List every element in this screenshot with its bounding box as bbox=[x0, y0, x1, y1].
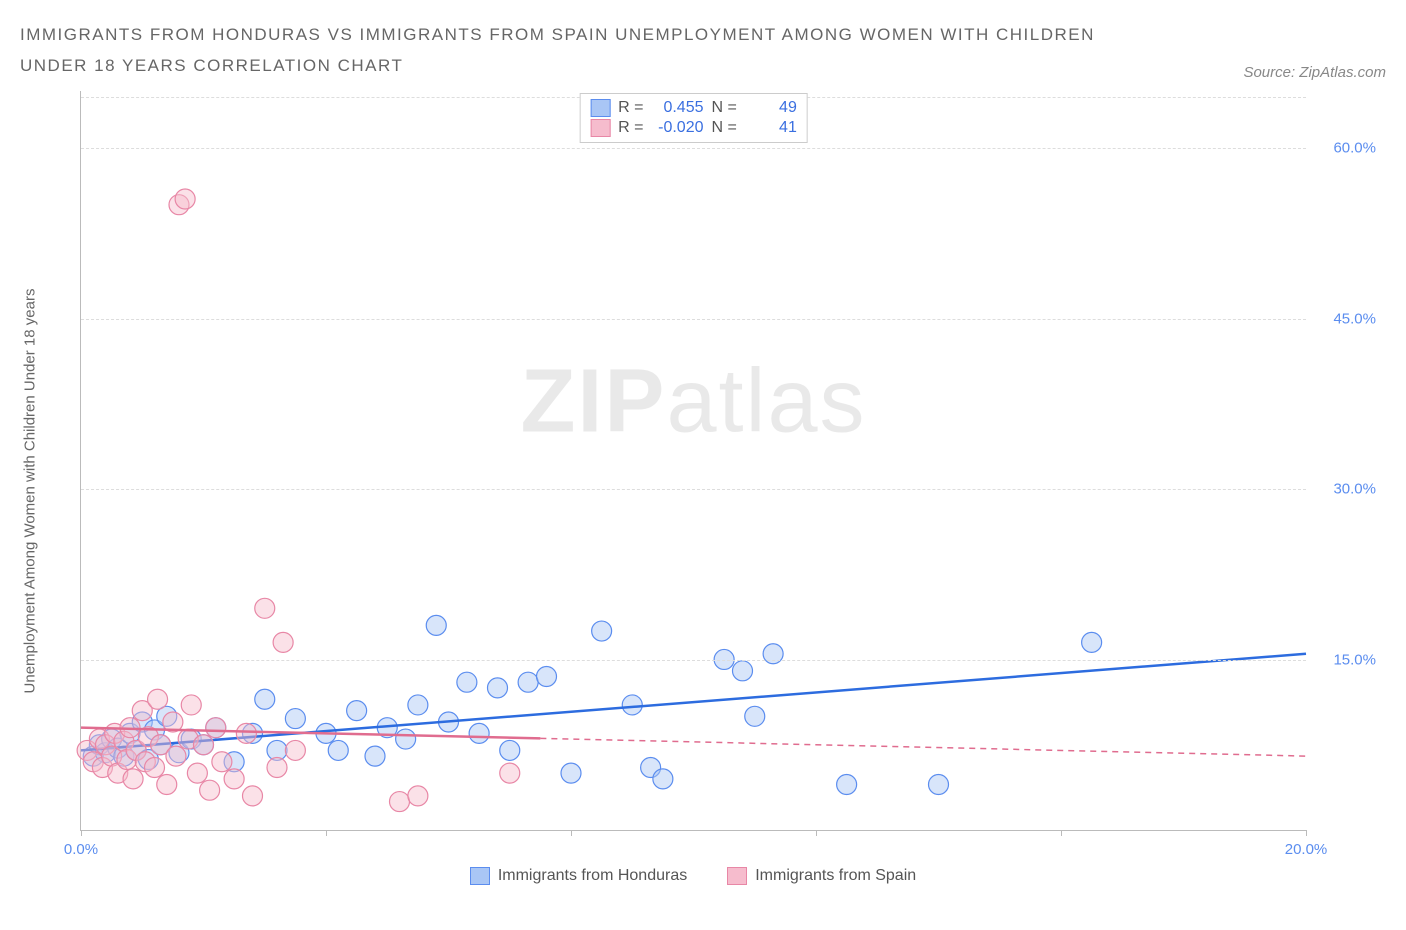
legend-N-label: N = bbox=[712, 99, 737, 117]
data-point bbox=[837, 775, 857, 795]
data-point bbox=[500, 741, 520, 761]
data-point bbox=[408, 695, 428, 715]
data-point bbox=[1082, 633, 1102, 653]
legend-R-value-spain: -0.020 bbox=[652, 119, 704, 137]
data-point bbox=[166, 746, 186, 766]
data-point bbox=[145, 758, 165, 778]
data-point bbox=[518, 672, 538, 692]
x-tick bbox=[816, 830, 817, 836]
data-point bbox=[273, 633, 293, 653]
data-point bbox=[181, 695, 201, 715]
data-point bbox=[426, 616, 446, 636]
y-tick-label: 30.0% bbox=[1316, 481, 1376, 498]
gridline bbox=[81, 660, 1306, 661]
legend-R-label: R = bbox=[618, 119, 643, 137]
legend-label-honduras: Immigrants from Honduras bbox=[498, 867, 687, 885]
y-tick-label: 45.0% bbox=[1316, 310, 1376, 327]
data-point bbox=[390, 792, 410, 812]
legend-stats-row-spain: R = -0.020 N = 41 bbox=[590, 118, 797, 138]
data-point bbox=[408, 786, 428, 806]
data-point bbox=[187, 763, 207, 783]
data-point bbox=[469, 724, 489, 744]
trend-line-extrapolated bbox=[540, 739, 1306, 757]
gridline bbox=[81, 148, 1306, 149]
data-point bbox=[148, 689, 168, 709]
title-row: IMMIGRANTS FROM HONDURAS VS IMMIGRANTS F… bbox=[20, 20, 1386, 81]
data-point bbox=[212, 752, 232, 772]
legend-swatch-spain bbox=[590, 119, 610, 137]
data-point bbox=[653, 769, 673, 789]
legend-swatch-honduras bbox=[470, 867, 490, 885]
y-tick-label: 15.0% bbox=[1316, 651, 1376, 668]
legend-N-value-spain: 41 bbox=[745, 119, 797, 137]
data-point bbox=[194, 735, 214, 755]
correlation-chart: IMMIGRANTS FROM HONDURAS VS IMMIGRANTS F… bbox=[20, 20, 1386, 910]
legend-R-value-honduras: 0.455 bbox=[652, 99, 704, 117]
legend-N-label: N = bbox=[712, 119, 737, 137]
data-point bbox=[500, 763, 520, 783]
x-tick bbox=[326, 830, 327, 836]
data-point bbox=[457, 672, 477, 692]
data-point bbox=[488, 678, 508, 698]
legend-stats-box: R = 0.455 N = 49 R = -0.020 N = 41 bbox=[579, 93, 808, 143]
data-point bbox=[365, 746, 385, 766]
source-attribution: Source: ZipAtlas.com bbox=[1243, 64, 1386, 81]
data-point bbox=[267, 758, 287, 778]
x-tick-label: 20.0% bbox=[1285, 841, 1328, 858]
data-point bbox=[285, 741, 305, 761]
legend-N-value-honduras: 49 bbox=[745, 99, 797, 117]
data-point bbox=[733, 661, 753, 681]
y-tick-label: 60.0% bbox=[1316, 140, 1376, 157]
data-point bbox=[396, 729, 416, 749]
scatter-svg bbox=[81, 91, 1306, 830]
data-point bbox=[929, 775, 949, 795]
data-point bbox=[255, 689, 275, 709]
legend-item-honduras: Immigrants from Honduras bbox=[470, 867, 687, 885]
plot-area: ZIPatlas R = 0.455 N = 49 R = -0.020 N =… bbox=[80, 91, 1306, 831]
gridline bbox=[81, 319, 1306, 320]
chart-title: IMMIGRANTS FROM HONDURAS VS IMMIGRANTS F… bbox=[20, 20, 1120, 81]
plot-wrap: Unemployment Among Women with Children U… bbox=[20, 91, 1386, 891]
data-point bbox=[224, 769, 244, 789]
data-point bbox=[537, 667, 557, 687]
data-point bbox=[763, 644, 783, 664]
legend-R-label: R = bbox=[618, 99, 643, 117]
data-point bbox=[236, 724, 256, 744]
data-point bbox=[255, 598, 275, 618]
data-point bbox=[347, 701, 367, 721]
x-tick bbox=[1061, 830, 1062, 836]
data-point bbox=[285, 709, 305, 729]
data-point bbox=[123, 769, 143, 789]
x-tick-label: 0.0% bbox=[64, 841, 98, 858]
data-point bbox=[745, 706, 765, 726]
data-point bbox=[592, 621, 612, 641]
legend-swatch-honduras bbox=[590, 99, 610, 117]
data-point bbox=[206, 718, 226, 738]
data-point bbox=[243, 786, 263, 806]
x-tick bbox=[81, 830, 82, 836]
legend-swatch-spain bbox=[727, 867, 747, 885]
legend-label-spain: Immigrants from Spain bbox=[755, 867, 916, 885]
data-point bbox=[622, 695, 642, 715]
data-point bbox=[200, 780, 220, 800]
x-tick bbox=[571, 830, 572, 836]
legend-stats-row-honduras: R = 0.455 N = 49 bbox=[590, 98, 797, 118]
legend-item-spain: Immigrants from Spain bbox=[727, 867, 916, 885]
y-axis-label: Unemployment Among Women with Children U… bbox=[22, 289, 39, 694]
x-tick bbox=[1306, 830, 1307, 836]
data-point bbox=[157, 775, 177, 795]
data-point bbox=[175, 189, 195, 209]
legend-bottom: Immigrants from Honduras Immigrants from… bbox=[80, 861, 1306, 891]
data-point bbox=[561, 763, 581, 783]
gridline bbox=[81, 489, 1306, 490]
data-point bbox=[328, 741, 348, 761]
